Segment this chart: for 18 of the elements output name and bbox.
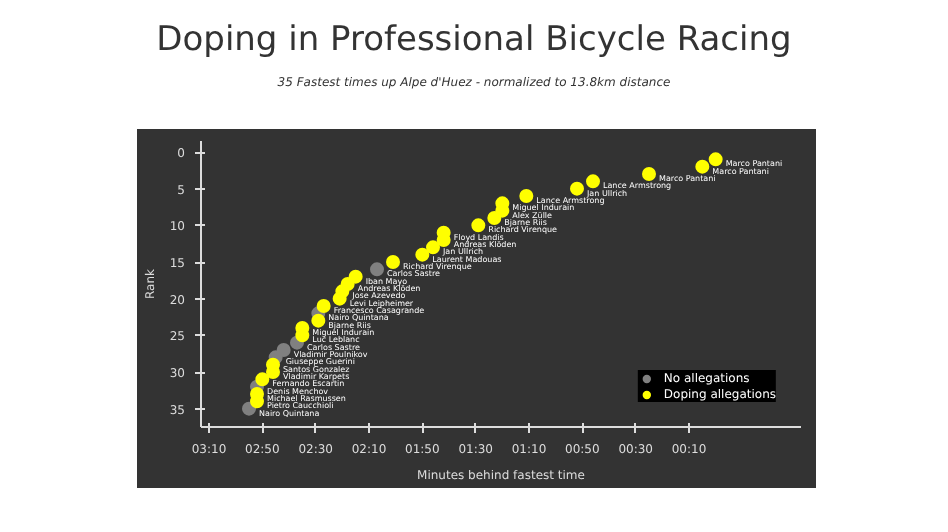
point [586,174,600,189]
point [642,167,656,181]
point [426,240,440,255]
point [386,255,400,269]
point [332,291,347,306]
chart-title: Doping in Professional Bicycle Racing [156,18,792,64]
point [471,218,486,233]
point [370,262,384,277]
point [311,313,326,328]
point [316,299,331,313]
point [276,343,291,357]
point [695,159,710,174]
point [519,189,534,203]
point [415,247,430,262]
point [487,211,502,225]
point [708,152,723,167]
point [570,181,584,196]
point [255,372,270,387]
